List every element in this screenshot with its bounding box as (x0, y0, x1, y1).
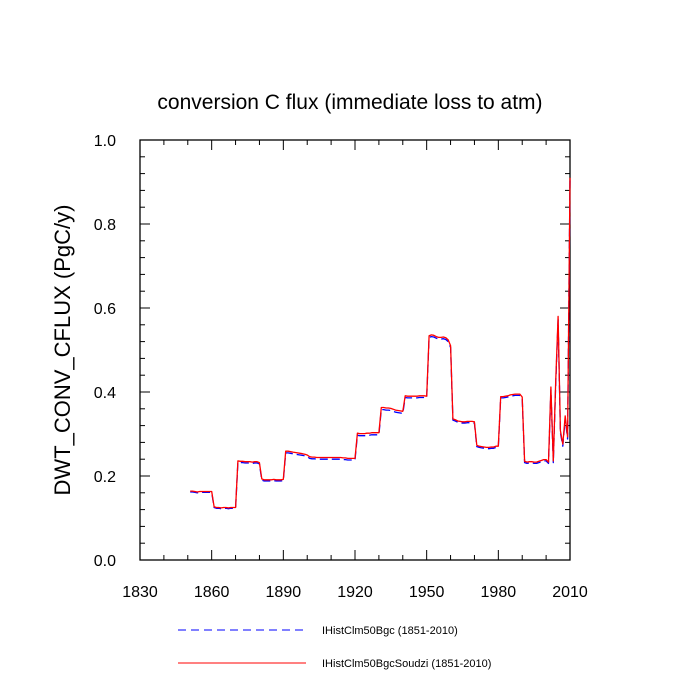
y-tick-label: 0.2 (94, 469, 116, 486)
series-line-2 (190, 177, 571, 509)
axis-ticks: 1830 1860 1890 1920 1950 1980 2010 0.0 0.2 0.4 0.6… (94, 133, 588, 601)
y-axis-label-group: DWT_CONV_CFLUX (PgC/y) (50, 205, 75, 496)
legend: IHistClm50Bgc (1851-2010) IHistClm50BgcSo… (178, 625, 491, 670)
x-tick-label: 1830 (122, 584, 158, 601)
series-group (190, 177, 571, 510)
x-tick-label: 1920 (337, 584, 373, 601)
x-tick-label: 2010 (552, 584, 588, 601)
y-tick-label: 0.4 (94, 385, 116, 402)
plot-frame (139, 139, 571, 561)
series-line-1 (190, 179, 571, 510)
legend-label-1: IHistClm50Bgc (1851-2010) (322, 625, 458, 637)
chart-title: conversion C flux (immediate loss to atm… (157, 91, 542, 114)
x-tick-label: 1980 (481, 584, 517, 601)
x-tick-label: 1890 (266, 584, 302, 601)
y-tick-label: 0.0 (94, 553, 116, 570)
x-tick-label: 1860 (194, 584, 230, 601)
legend-label-2: IHistClm50BgcSoudzi (1851-2010) (322, 658, 491, 670)
y-tick-label: 1.0 (94, 133, 116, 150)
y-tick-label: 0.8 (94, 217, 116, 234)
x-tick-label: 1950 (409, 584, 445, 601)
y-axis-label: DWT_CONV_CFLUX (PgC/y) (50, 205, 75, 496)
y-tick-label: 0.6 (94, 301, 116, 318)
plot-area-border (139, 139, 571, 561)
